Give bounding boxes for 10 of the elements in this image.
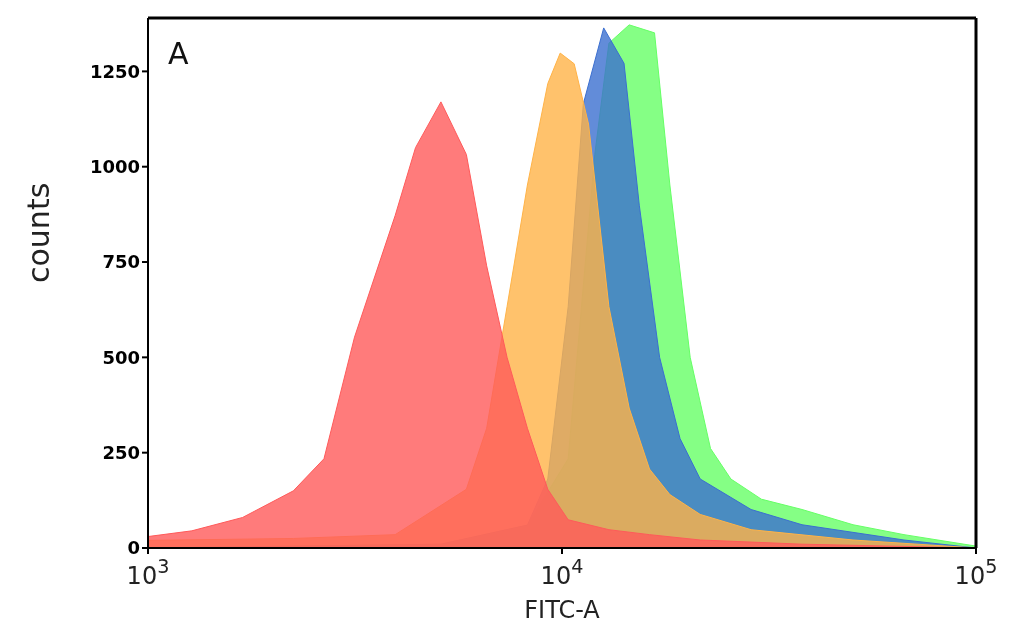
y-tick-label: 500	[102, 346, 140, 368]
y-tick-label: 1250	[89, 60, 140, 82]
y-tick-label: 750	[102, 251, 140, 273]
x-axis-title: FITC-A	[524, 596, 601, 624]
x-tick-label: 10$^{5}$	[954, 554, 998, 590]
y-tick-label: 1000	[89, 156, 140, 178]
y-axis-title: counts	[20, 182, 56, 283]
x-tick-label: 10$^{4}$	[540, 554, 584, 590]
annotation: A	[168, 36, 189, 71]
y-tick-label: 250	[102, 442, 140, 464]
